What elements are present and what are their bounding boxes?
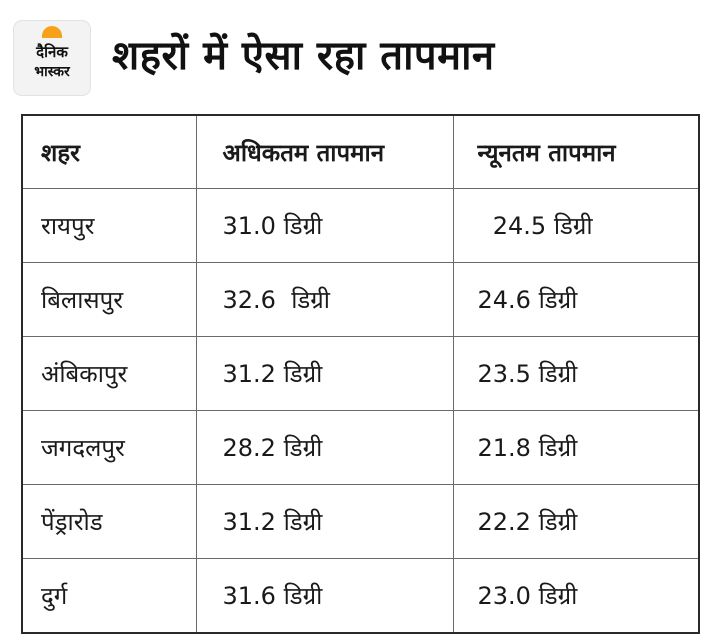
city-cell: जगदलपुर xyxy=(23,410,197,485)
max-temp-cell: 32.6 डिग्री xyxy=(195,262,454,337)
min-temp-cell: 24.5 डिग्री xyxy=(452,188,698,263)
min-temp-cell: 23.0 डिग्री xyxy=(452,558,698,632)
min-temp-cell: 22.2 डिग्री xyxy=(452,484,698,559)
city-cell: पेंड्रारोड xyxy=(23,484,197,559)
min-temp-cell: 24.6 डिग्री xyxy=(452,262,698,337)
header-max-temp: अधिकतम तापमान xyxy=(195,116,454,189)
city-cell: दुर्ग xyxy=(23,558,197,632)
city-cell: रायपुर xyxy=(23,188,197,263)
max-temp-cell: 28.2 डिग्री xyxy=(195,410,454,485)
dainik-bhaskar-logo[interactable]: दैनिक भास्कर xyxy=(13,20,91,96)
min-temp-cell: 23.5 डिग्री xyxy=(452,336,698,411)
table-row: पेंड्रारोड 31.2 डिग्री 22.2 डिग्री xyxy=(23,484,698,559)
page-title: शहरों में ऐसा रहा तापमान xyxy=(112,33,495,79)
max-temp-cell: 31.6 डिग्री xyxy=(195,558,454,632)
max-temp-cell: 31.0 डिग्री xyxy=(195,188,454,263)
min-temp-cell: 21.8 डिग्री xyxy=(452,410,698,485)
city-cell: बिलासपुर xyxy=(23,262,197,337)
max-temp-cell: 31.2 डिग्री xyxy=(195,336,454,411)
logo-text-line1: दैनिक xyxy=(36,43,68,61)
max-temp-cell: 31.2 डिग्री xyxy=(195,484,454,559)
table-row: जगदलपुर 28.2 डिग्री 21.8 डिग्री xyxy=(23,410,698,485)
header-min-temp: न्यूनतम तापमान xyxy=(452,116,698,189)
table-header-row: शहर अधिकतम तापमान न्यूनतम तापमान xyxy=(23,116,698,189)
table-row: रायपुर 31.0 डिग्री 24.5 डिग्री xyxy=(23,188,698,263)
table-row: दुर्ग 31.6 डिग्री 23.0 डिग्री xyxy=(23,558,698,632)
logo-text-line2: भास्कर xyxy=(34,64,70,80)
header: दैनिक भास्कर शहरों में ऐसा रहा तापमान xyxy=(0,0,720,110)
sun-icon xyxy=(42,26,62,38)
table-row: बिलासपुर 32.6 डिग्री 24.6 डिग्री xyxy=(23,262,698,337)
table-row: अंबिकापुर 31.2 डिग्री 23.5 डिग्री xyxy=(23,336,698,411)
city-cell: अंबिकापुर xyxy=(23,336,197,411)
header-city: शहर xyxy=(23,116,197,189)
temperature-table: शहर अधिकतम तापमान न्यूनतम तापमान रायपुर … xyxy=(21,114,700,634)
